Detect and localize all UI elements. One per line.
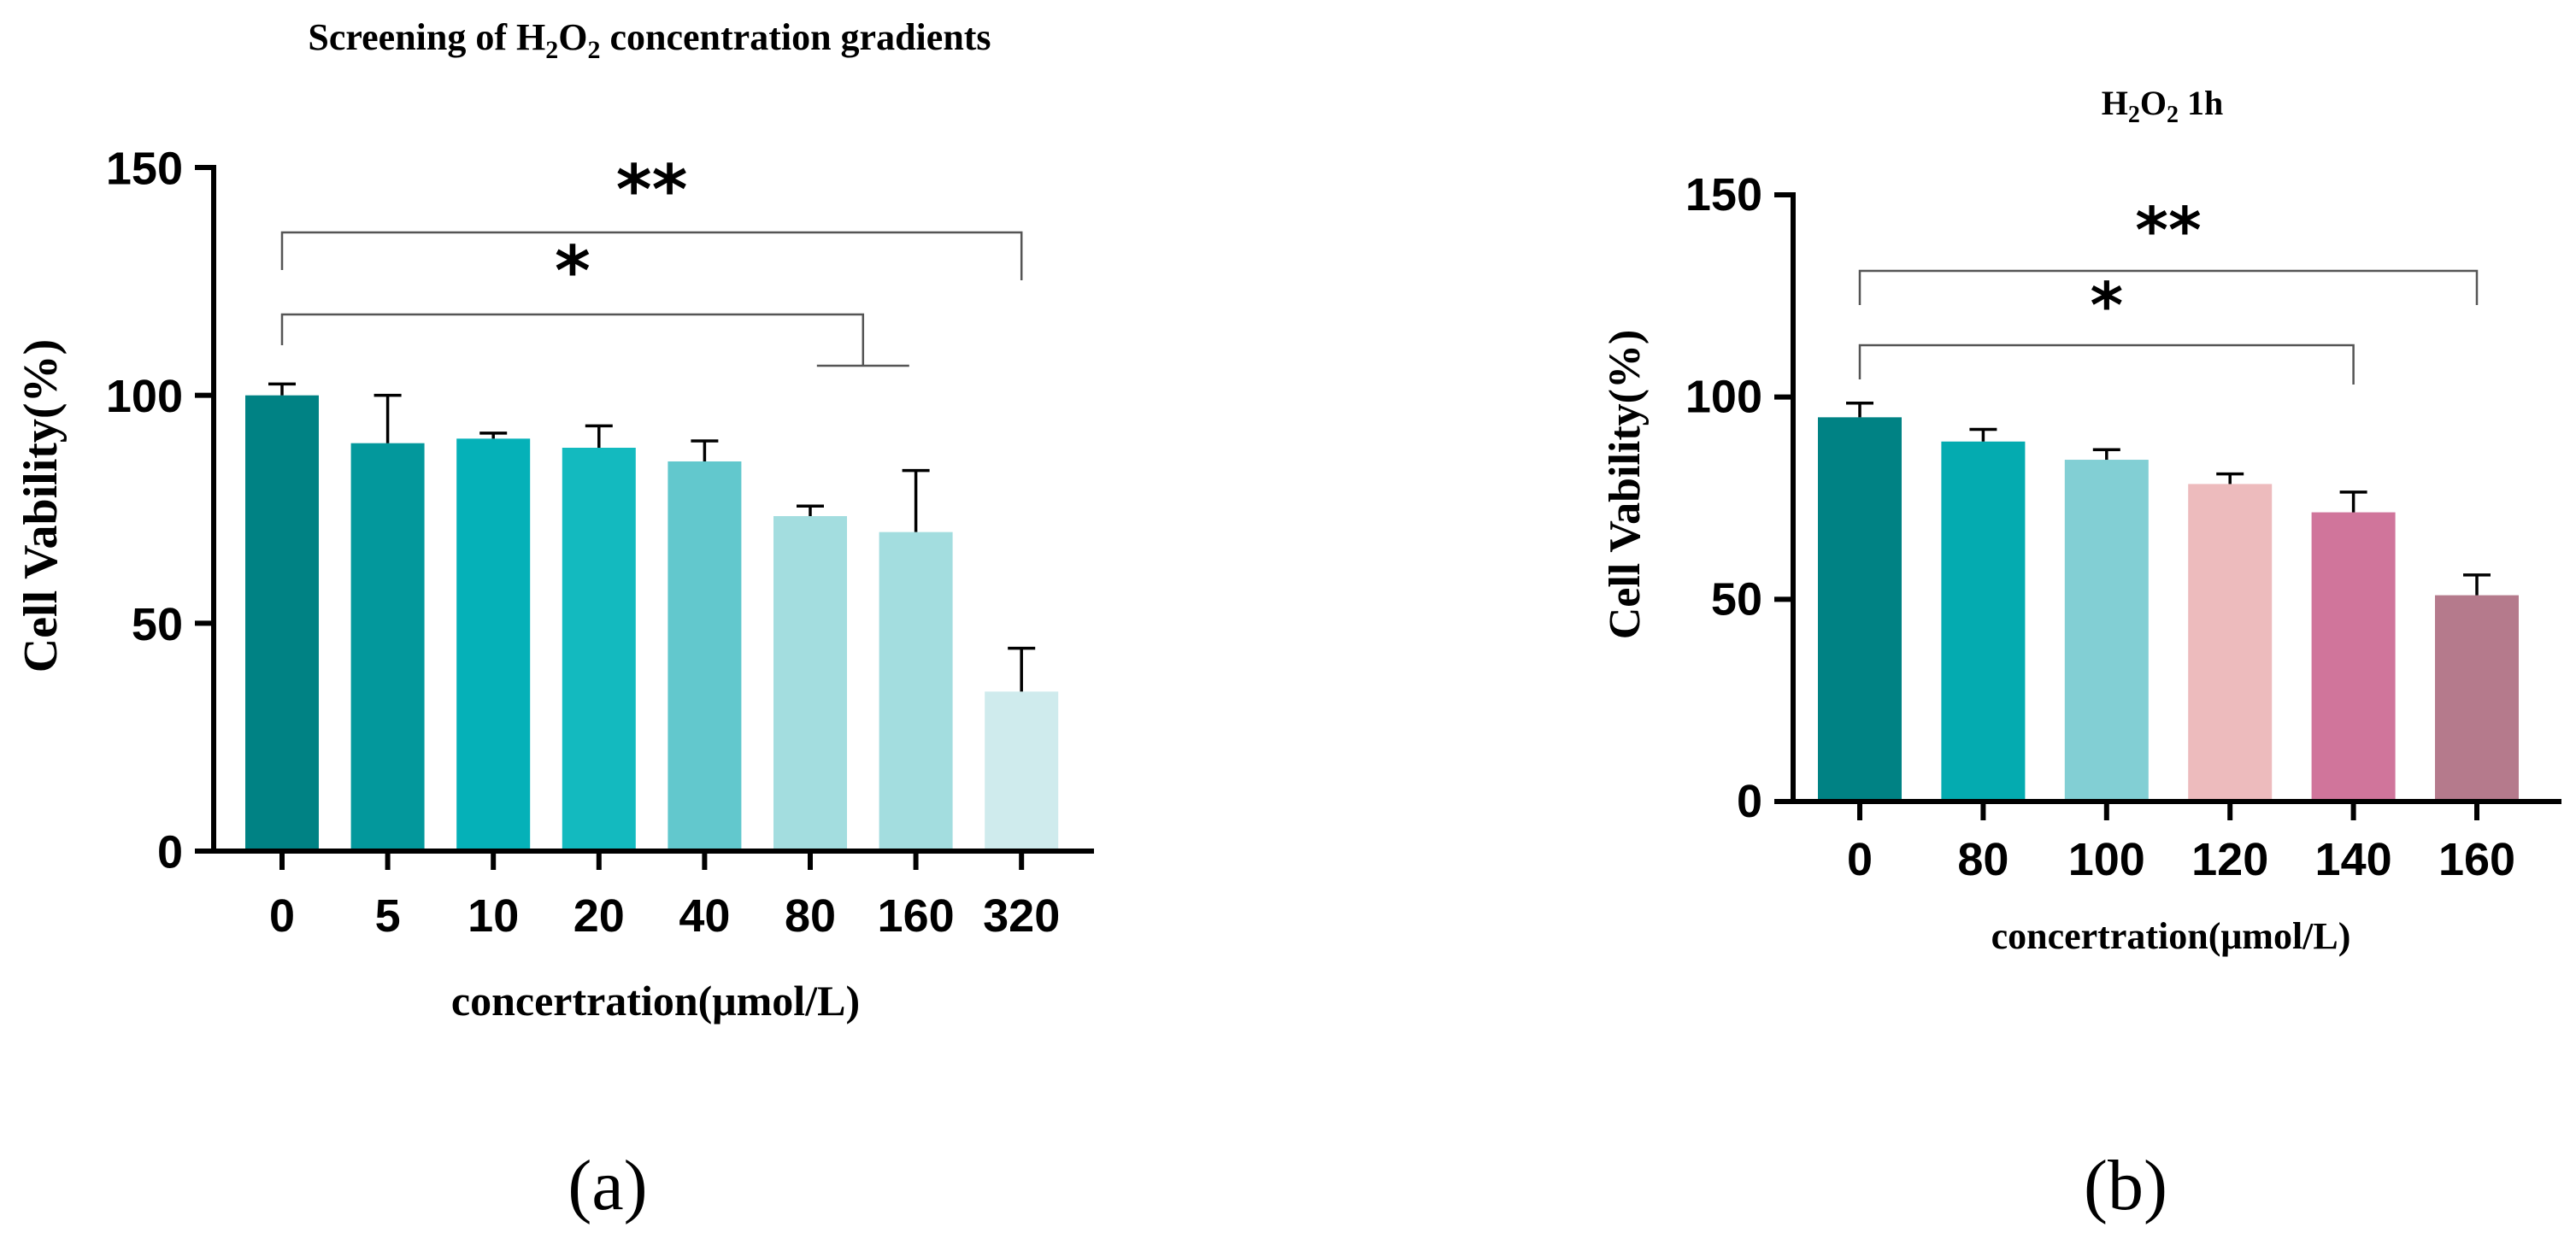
- y-axis-label-b: Cell Vability(%): [1601, 330, 1650, 640]
- significance-label-0: **: [2135, 194, 2201, 267]
- title-a: Screening of H2O2 concentration gradient…: [308, 16, 991, 64]
- x-tick-label-80: 80: [1957, 834, 2008, 885]
- bar-20: [562, 448, 636, 851]
- x-tick-label-0: 0: [1847, 834, 1873, 885]
- bar-0: [245, 395, 319, 852]
- x-tick-label-120: 120: [2191, 834, 2268, 885]
- significance-label-1: *: [555, 232, 591, 311]
- bar-80: [773, 516, 847, 851]
- significance-label-0: **: [616, 150, 688, 230]
- significance-bracket-1: [280, 313, 865, 366]
- bar-120: [2188, 484, 2273, 802]
- x-tick-label-40: 40: [679, 890, 730, 942]
- x-tick-label-160: 160: [878, 890, 955, 942]
- y-tick-label-150: 150: [1685, 169, 1762, 220]
- y-tick-label-50: 50: [1711, 573, 1762, 625]
- bar-80: [1941, 441, 2026, 802]
- y-tick-label-0: 0: [1737, 776, 1762, 827]
- significance-bracket-0: [1858, 269, 2479, 305]
- bar-0: [1818, 417, 1902, 802]
- bar-140: [2311, 512, 2396, 802]
- y-tick-label-100: 100: [1685, 372, 1762, 423]
- bar-160: [2435, 595, 2519, 802]
- x-tick-label-140: 140: [2315, 834, 2392, 885]
- x-axis-label-b: concertration(μmol/L): [1991, 915, 2351, 957]
- panel-label-a: (a): [568, 1146, 647, 1225]
- x-tick-label-0: 0: [269, 890, 295, 942]
- y-tick-label-0: 0: [157, 826, 183, 878]
- significance-bracket-0: [280, 231, 1023, 280]
- bar-320: [985, 691, 1059, 851]
- x-tick-label-5: 5: [375, 890, 401, 942]
- x-tick-label-100: 100: [2068, 834, 2145, 885]
- bar-10: [456, 438, 531, 851]
- y-tick-label-50: 50: [132, 599, 183, 650]
- bar-40: [668, 461, 742, 851]
- bar-160: [879, 531, 953, 851]
- x-tick-label-320: 320: [983, 890, 1060, 942]
- y-axis-label-a: Cell Vability(%): [15, 339, 68, 672]
- y-tick-label-100: 100: [106, 371, 183, 422]
- x-tick-label-80: 80: [785, 890, 836, 942]
- x-axis-label-a: concertration(μmol/L): [451, 977, 860, 1025]
- bar-100: [2064, 460, 2149, 802]
- plot-b: 0 50 100 150 0 80 100 120 140 160 ***: [1685, 169, 2561, 885]
- significance-label-1: *: [2090, 269, 2123, 343]
- significance-bracket-1: [1858, 344, 2355, 385]
- panel-label-b: (b): [2084, 1146, 2167, 1225]
- x-tick-label-160: 160: [2438, 834, 2515, 885]
- x-tick-label-20: 20: [573, 890, 625, 942]
- x-tick-label-10: 10: [468, 890, 519, 942]
- bar-5: [350, 443, 425, 851]
- y-tick-label-150: 150: [106, 143, 183, 194]
- title-b: H2O2 1h: [2102, 84, 2224, 128]
